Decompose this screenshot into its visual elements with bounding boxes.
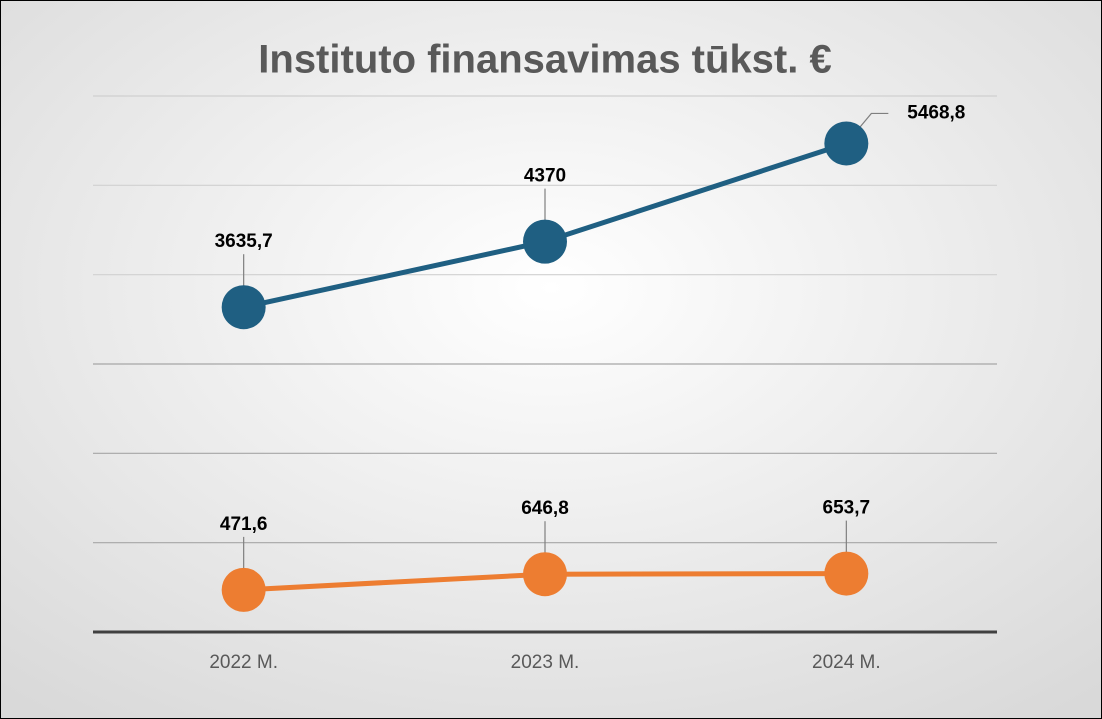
value-label: 5468,8 — [907, 102, 965, 123]
point — [221, 567, 266, 612]
x-tick-label: 2022 M. — [209, 652, 278, 673]
point — [824, 121, 869, 166]
x-tick-label: 2024 M. — [812, 652, 881, 673]
point — [523, 552, 567, 597]
value-label: 646,8 — [521, 498, 569, 519]
point — [824, 551, 869, 596]
value-label: 3635,7 — [215, 231, 273, 252]
point — [221, 285, 266, 330]
x-tick-label: 2023 M. — [511, 652, 580, 673]
chart-title: Instituto finansavimas tūkst. € — [258, 38, 831, 82]
point — [523, 219, 567, 264]
value-label: 471,6 — [220, 514, 268, 535]
value-label: 653,7 — [823, 498, 871, 519]
value-label: 4370 — [524, 166, 566, 187]
